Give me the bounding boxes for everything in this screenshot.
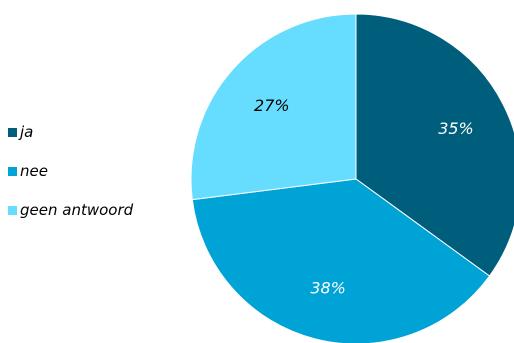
pie-slice-geen-antwoord [190, 13, 357, 201]
legend-item-geen-antwoord: geen antwoord [8, 200, 133, 220]
legend-item-ja: ja [8, 122, 133, 142]
slice-label-nee: 38% [310, 279, 346, 298]
pie-slice-ja [355, 13, 514, 277]
slice-label-ja: 35% [438, 119, 474, 138]
legend-swatch-nee [8, 166, 17, 176]
slice-label-geen-antwoord: 27% [254, 96, 290, 115]
legend-label-nee: nee [20, 162, 48, 180]
legend-swatch-ja [8, 127, 17, 137]
legend-label-ja: ja [20, 123, 34, 141]
pie-slice-nee [191, 178, 491, 343]
legend-item-nee: nee [8, 161, 133, 181]
chart-legend: ja nee geen antwoord [8, 122, 133, 239]
legend-label-geen-antwoord: geen antwoord [20, 201, 134, 219]
legend-swatch-geen-antwoord [8, 205, 17, 215]
